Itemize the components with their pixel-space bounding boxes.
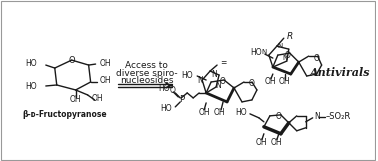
Text: O: O (169, 86, 175, 95)
Text: HO: HO (25, 82, 37, 91)
Text: N: N (314, 112, 321, 121)
Text: N: N (215, 81, 221, 90)
Text: OH: OH (91, 94, 103, 103)
Text: HO: HO (25, 59, 37, 68)
Text: HO: HO (161, 104, 172, 113)
Text: OH: OH (265, 77, 277, 86)
Text: O: O (276, 112, 282, 121)
Text: OH: OH (256, 138, 268, 147)
Text: OH: OH (99, 76, 111, 85)
Text: HO: HO (159, 85, 170, 94)
Text: β-ᴅ-Fructopyranose: β-ᴅ-Fructopyranose (22, 110, 107, 119)
Text: N: N (282, 55, 287, 61)
Text: OH: OH (213, 108, 225, 117)
Text: O: O (68, 56, 75, 65)
Text: O: O (220, 77, 226, 86)
Text: R: R (287, 32, 293, 41)
Text: OH: OH (279, 77, 291, 86)
Text: P: P (179, 95, 184, 104)
Text: N: N (197, 76, 203, 85)
Text: HO: HO (250, 48, 262, 57)
Text: Antivirals: Antivirals (310, 66, 371, 78)
Text: OH: OH (99, 59, 111, 68)
Text: O: O (314, 54, 320, 63)
Text: N: N (211, 70, 217, 79)
Text: HO: HO (235, 108, 247, 117)
Text: OH: OH (70, 95, 82, 104)
Text: Access to: Access to (125, 61, 168, 70)
Text: N: N (262, 49, 267, 55)
Text: OH: OH (198, 108, 210, 117)
Text: diverse spiro-: diverse spiro- (116, 69, 177, 78)
Text: HO: HO (181, 71, 193, 80)
Text: nucleosides: nucleosides (119, 76, 173, 85)
Text: OH: OH (271, 138, 283, 147)
Text: =: = (220, 59, 226, 68)
Text: O: O (249, 80, 255, 89)
Text: –SO₂R: –SO₂R (325, 112, 351, 121)
Text: O: O (285, 51, 291, 60)
Text: N: N (277, 43, 282, 49)
